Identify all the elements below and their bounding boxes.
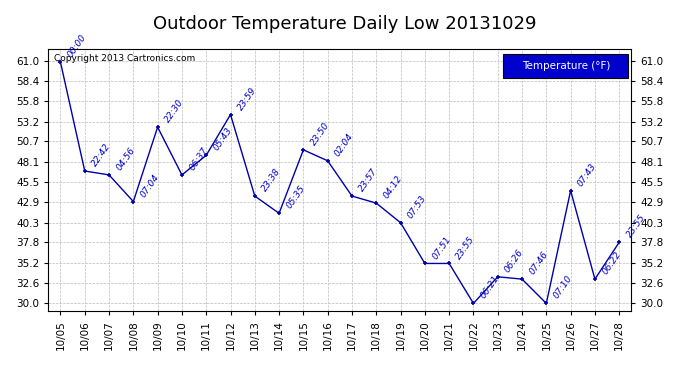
- Text: 23:57: 23:57: [357, 167, 380, 193]
- Text: 23:50: 23:50: [309, 121, 331, 147]
- Text: 06:21: 06:21: [479, 274, 501, 301]
- Point: [565, 188, 576, 194]
- Point: [322, 158, 333, 164]
- Point: [371, 200, 382, 206]
- Text: 06:37: 06:37: [188, 146, 210, 172]
- Point: [201, 152, 212, 158]
- Text: Copyright 2013 Cartronics.com: Copyright 2013 Cartronics.com: [54, 54, 195, 63]
- Point: [613, 239, 624, 245]
- Text: 04:12: 04:12: [382, 174, 404, 200]
- Text: 06:22: 06:22: [600, 250, 623, 276]
- Point: [468, 300, 479, 306]
- Text: 05:35: 05:35: [285, 184, 307, 210]
- Point: [152, 124, 163, 130]
- Point: [420, 261, 431, 267]
- FancyBboxPatch shape: [503, 54, 629, 78]
- Text: 23:55: 23:55: [455, 234, 477, 261]
- Point: [444, 261, 455, 267]
- Text: 07:10: 07:10: [552, 274, 574, 301]
- Point: [273, 210, 284, 216]
- Point: [589, 276, 600, 282]
- Point: [298, 147, 309, 153]
- Text: 23:55: 23:55: [624, 213, 647, 240]
- Text: 06:26: 06:26: [503, 248, 526, 274]
- Text: 22:42: 22:42: [90, 142, 112, 168]
- Point: [346, 193, 357, 199]
- Text: 05:43: 05:43: [212, 126, 234, 153]
- Point: [55, 59, 66, 65]
- Text: Temperature (°F): Temperature (°F): [522, 61, 610, 71]
- Point: [104, 172, 115, 178]
- Text: 07:46: 07:46: [528, 250, 550, 276]
- Point: [395, 220, 406, 226]
- Point: [79, 168, 90, 174]
- Point: [225, 112, 236, 118]
- Text: 07:53: 07:53: [406, 194, 428, 220]
- Text: 02:04: 02:04: [333, 132, 355, 158]
- Point: [541, 300, 552, 306]
- Text: 04:56: 04:56: [115, 146, 137, 172]
- Point: [177, 172, 188, 178]
- Text: 22:30: 22:30: [163, 98, 186, 124]
- Text: 00:00: 00:00: [66, 33, 88, 59]
- Point: [128, 198, 139, 204]
- Text: 07:04: 07:04: [139, 172, 161, 199]
- Text: 23:38: 23:38: [260, 167, 283, 193]
- Point: [492, 274, 503, 280]
- Point: [249, 193, 260, 199]
- Text: 07:51: 07:51: [431, 234, 453, 261]
- Point: [517, 276, 528, 282]
- Text: 23:59: 23:59: [236, 86, 258, 112]
- Text: 07:43: 07:43: [576, 161, 598, 188]
- Text: Outdoor Temperature Daily Low 20131029: Outdoor Temperature Daily Low 20131029: [153, 15, 537, 33]
